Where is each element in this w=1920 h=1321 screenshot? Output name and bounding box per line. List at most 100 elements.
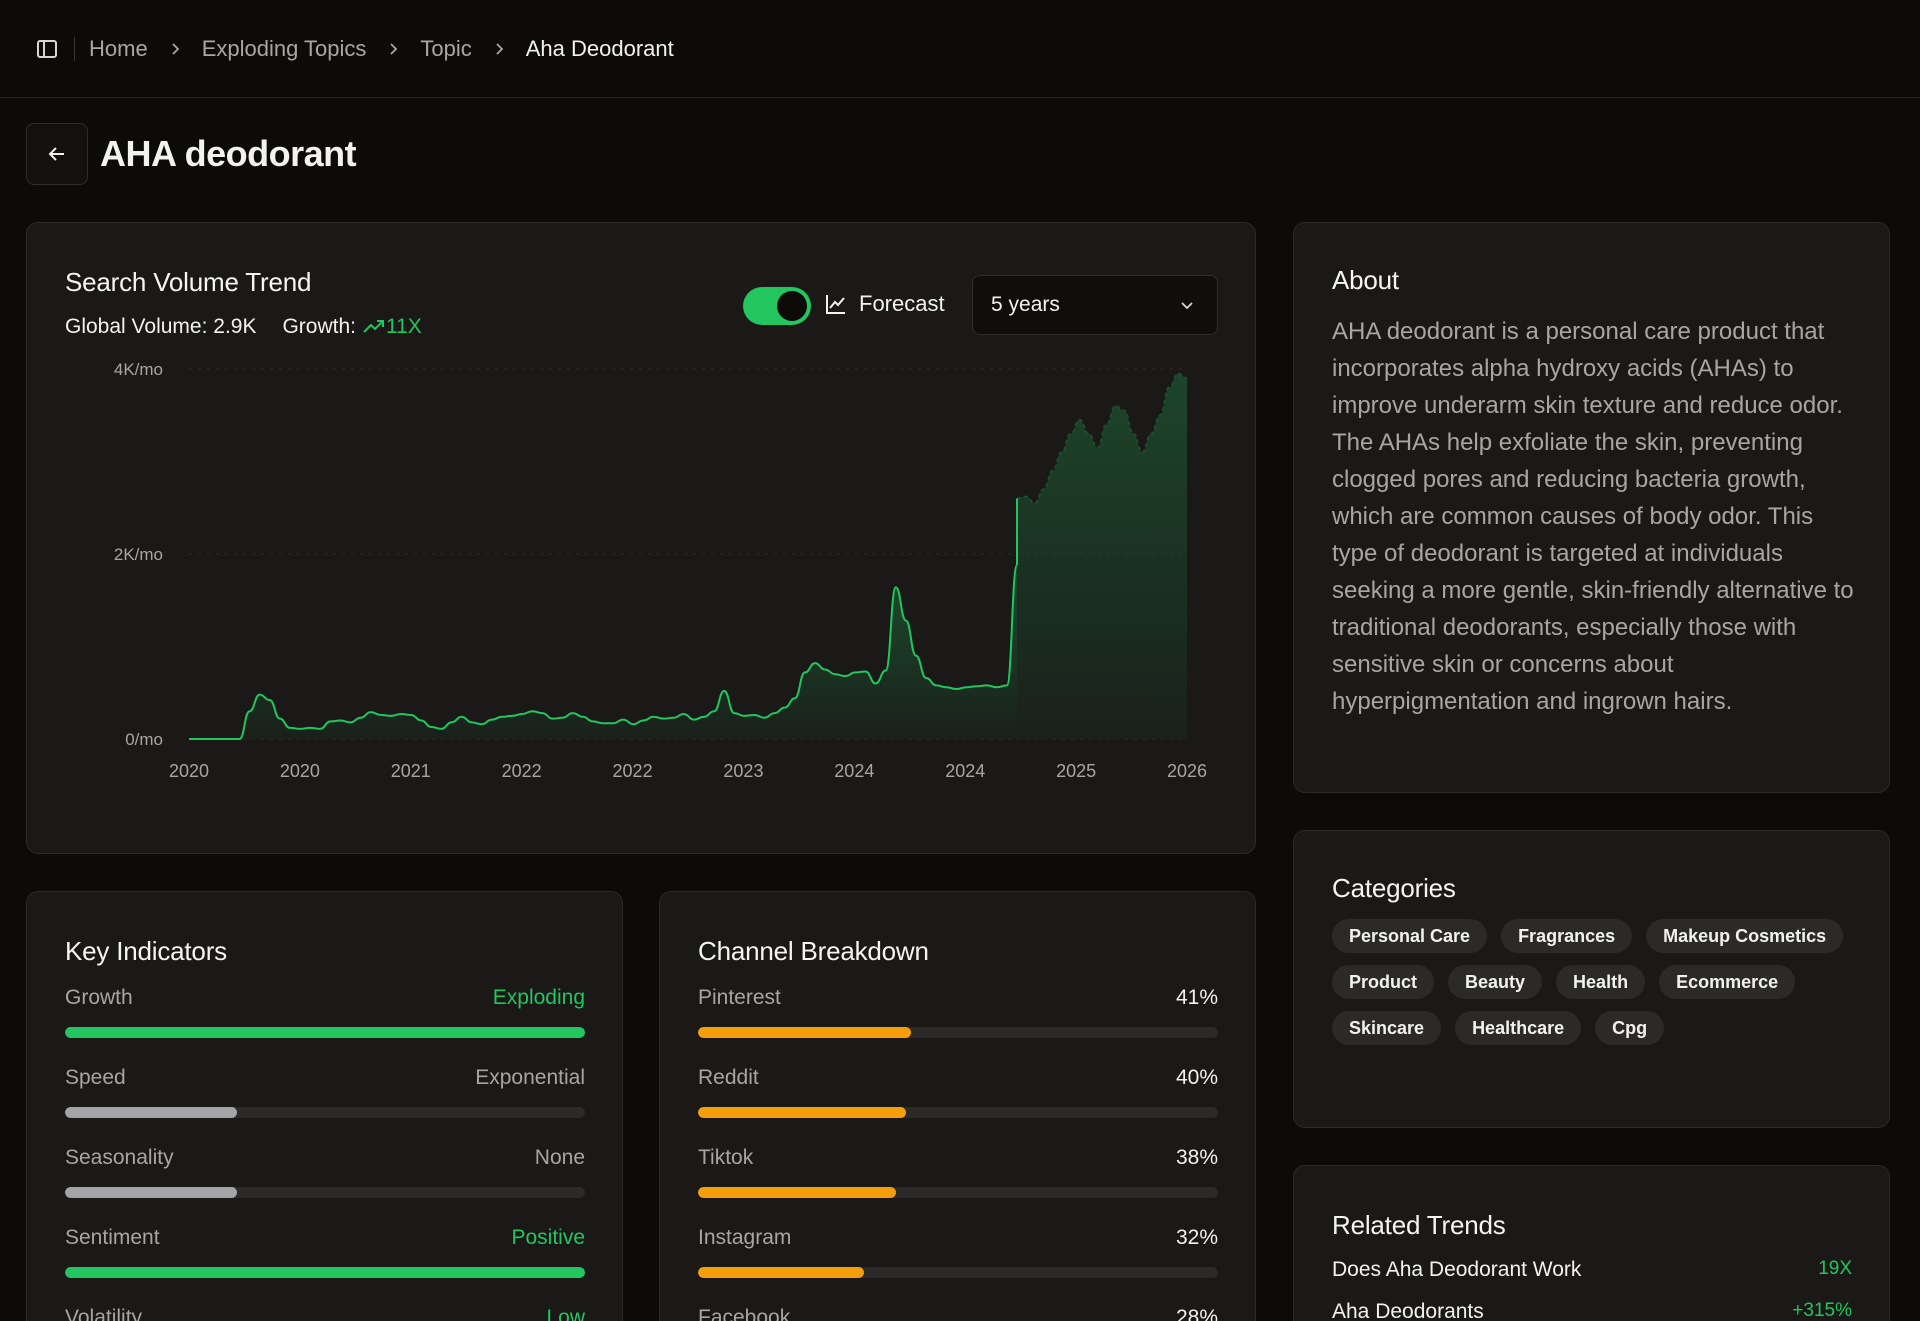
- metric-row: Volatility Low: [65, 1306, 585, 1321]
- breadcrumb-current: Aha Deodorant: [525, 35, 674, 61]
- key-indicators-card: Key Indicators Growth Exploding Speed Expon…: [26, 891, 623, 1321]
- metric-value: 41%: [1175, 986, 1218, 1009]
- metric-row: Growth Exploding: [65, 986, 585, 1038]
- metric-bar-track: [65, 1187, 585, 1198]
- breadcrumb-topic[interactable]: Topic: [420, 35, 472, 61]
- growth-value: 11X: [362, 315, 422, 339]
- metric-value: None: [534, 1146, 585, 1169]
- category-chip[interactable]: Skincare: [1332, 1011, 1442, 1045]
- x-tick-label: 2026: [1167, 761, 1207, 781]
- metric-row: Pinterest 41%: [698, 986, 1218, 1038]
- category-chip[interactable]: Makeup Cosmetics: [1646, 919, 1844, 953]
- time-range-select[interactable]: 5 years: [972, 275, 1218, 335]
- x-tick-label: 2020: [169, 761, 209, 781]
- x-tick-label: 2022: [502, 761, 542, 781]
- related-trend-value: +315%: [1792, 1300, 1852, 1321]
- related-trends-title: Related Trends: [1332, 1210, 1506, 1240]
- metric-bar-track: [65, 1107, 585, 1118]
- metric-value: 32%: [1175, 1226, 1218, 1249]
- global-volume-label: Global Volume:: [65, 315, 208, 338]
- metric-bar-fill: [698, 1187, 896, 1198]
- metric-row: Seasonality None: [65, 1146, 585, 1198]
- category-chip[interactable]: Beauty: [1448, 965, 1543, 999]
- y-tick-label: 4K/mo: [114, 360, 163, 379]
- breadcrumb-home[interactable]: Home: [89, 35, 148, 61]
- related-trend-name: Aha Deodorants: [1332, 1300, 1484, 1321]
- metric-value: 40%: [1175, 1066, 1218, 1089]
- related-trend-row[interactable]: Does Aha Deodorant Work 19X: [1332, 1258, 1852, 1282]
- channel-breakdown-card: Channel Breakdown Pinterest 41% Reddit 40% T…: [659, 891, 1256, 1321]
- x-tick-label: 2024: [945, 761, 985, 781]
- metric-label: Growth: [65, 986, 133, 1009]
- metric-label: Pinterest: [698, 986, 781, 1009]
- channel-breakdown-title: Channel Breakdown: [698, 936, 929, 966]
- volume-summary: Global Volume: 2.9K Growth: 11X: [65, 315, 422, 339]
- related-trend-row[interactable]: Aha Deodorants +315%: [1332, 1300, 1852, 1321]
- historical-area: [189, 565, 1017, 739]
- category-chip[interactable]: Ecommerce: [1659, 965, 1796, 999]
- metric-value: Positive: [511, 1226, 585, 1249]
- metric-header: Facebook 28%: [698, 1306, 1218, 1321]
- metric-header: Growth Exploding: [65, 986, 585, 1010]
- metric-row: Instagram 32%: [698, 1226, 1218, 1278]
- x-tick-label: 2021: [391, 761, 431, 781]
- metric-bar-fill: [65, 1027, 585, 1038]
- metric-label: Facebook: [698, 1306, 791, 1321]
- breadcrumb-exploding-topics[interactable]: Exploding Topics: [201, 35, 367, 61]
- category-chip[interactable]: Cpg: [1595, 1011, 1665, 1045]
- forecast-label-text: Forecast: [859, 291, 945, 316]
- metric-header: Speed Exponential: [65, 1066, 585, 1090]
- trending-up-icon: [363, 320, 384, 333]
- chevron-down-icon: [1181, 302, 1193, 310]
- back-button[interactable]: [26, 123, 88, 185]
- x-tick-label: 2024: [834, 761, 874, 781]
- category-chip[interactable]: Fragrances: [1501, 919, 1633, 953]
- top-bar: Home Exploding Topics Topic Aha Deodoran…: [0, 0, 1920, 98]
- y-tick-label: 2K/mo: [114, 545, 163, 564]
- metric-header: Pinterest 41%: [698, 986, 1218, 1010]
- metric-bar-track: [698, 1027, 1218, 1038]
- metric-header: Volatility Low: [65, 1306, 585, 1321]
- category-chip[interactable]: Health: [1556, 965, 1646, 999]
- metric-bar-track: [65, 1027, 585, 1038]
- metric-bar-track: [698, 1267, 1218, 1278]
- page-title: AHA deodorant: [100, 133, 357, 174]
- historical-line: [188, 564, 1018, 740]
- metric-value: Exploding: [492, 986, 585, 1009]
- divider: [74, 36, 75, 61]
- category-chip[interactable]: Healthcare: [1455, 1011, 1582, 1045]
- metric-header: Sentiment Positive: [65, 1226, 585, 1250]
- about-title: About: [1332, 265, 1399, 295]
- metric-value: Exponential: [475, 1066, 585, 1089]
- toggle-knob: [777, 291, 807, 321]
- time-range-value: 5 years: [991, 293, 1060, 316]
- metric-bar-track: [65, 1267, 585, 1278]
- search-volume-chart: 4K/mo 2K/mo 0/mo 2020 2020 2021 2022 2022 2023 20…: [114, 360, 1207, 781]
- metric-value: Low: [546, 1306, 585, 1321]
- forecast-toggle[interactable]: [743, 287, 811, 325]
- metric-label: Tiktok: [698, 1146, 754, 1169]
- metric-value: 38%: [1175, 1146, 1218, 1169]
- category-chip[interactable]: Personal Care: [1332, 919, 1488, 953]
- metric-header: Instagram 32%: [698, 1226, 1218, 1250]
- growth-value-text: 11X: [386, 315, 422, 338]
- forecast-area: [1017, 373, 1187, 739]
- categories-card: Categories Personal Care Fragrances Makeup…: [1293, 830, 1890, 1128]
- metric-label: Volatility: [65, 1306, 143, 1321]
- metric-row: Facebook 28%: [698, 1306, 1218, 1321]
- arrow-left-icon: [48, 147, 64, 161]
- search-volume-card: 4K/mo 2K/mo 0/mo 2020 2020 2021 2022 2022 2023 20…: [26, 222, 1256, 854]
- y-tick-label: 0/mo: [125, 730, 163, 749]
- sidebar-toggle-icon[interactable]: [34, 36, 60, 62]
- chevron-right-icon: [492, 42, 506, 56]
- related-trends-card: Related Trends Does Aha Deodorant Work 1…: [1293, 1165, 1890, 1321]
- metric-row: Speed Exponential: [65, 1066, 585, 1118]
- category-chip[interactable]: Product: [1332, 965, 1435, 999]
- metric-row: Sentiment Positive: [65, 1226, 585, 1278]
- breadcrumb: Home Exploding Topics Topic Aha Deodoran…: [89, 36, 674, 62]
- metric-label: Seasonality: [65, 1146, 174, 1169]
- metric-bar-fill: [698, 1107, 906, 1118]
- chevron-right-icon: [168, 42, 182, 56]
- related-trend-value: 19X: [1818, 1258, 1852, 1279]
- metric-bar-fill: [698, 1027, 912, 1038]
